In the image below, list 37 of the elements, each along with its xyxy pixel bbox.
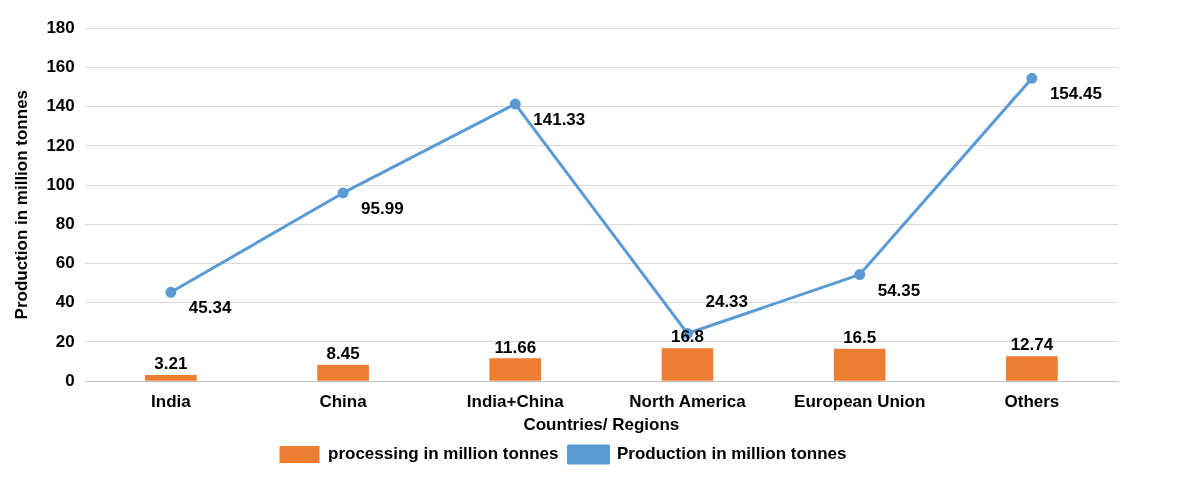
y-tick-label: 140 (46, 96, 75, 116)
data-label: 8.45 (326, 343, 360, 363)
data-label: 95.99 (361, 199, 404, 219)
y-tick-label: 60 (55, 253, 75, 273)
x-tick-label: India+China (466, 392, 565, 412)
data-label: 12.74 (1010, 335, 1054, 355)
data-label: 16.5 (843, 328, 877, 348)
x-tick-label: India (151, 392, 192, 412)
data-label: 54.35 (877, 280, 921, 300)
point (509, 98, 521, 110)
data-label: 16.8 (670, 327, 705, 347)
data-label: 141.33 (533, 110, 586, 130)
y-tick-label: 80 (55, 214, 75, 233)
y-axis-title: Production in million tonnes (11, 89, 31, 320)
legend-label: processing in million tonnes (328, 444, 559, 464)
x-tick-label: Others (1004, 392, 1060, 412)
point (854, 269, 866, 281)
y-tick-label: 0 (65, 370, 75, 390)
y-tick-label: 120 (46, 135, 75, 155)
y-tick-label: 160 (46, 57, 75, 77)
legend-label: Production in million tonnes (616, 444, 847, 464)
point (337, 187, 349, 199)
x-tick-label: European Union (794, 392, 926, 412)
y-tick-label: 40 (55, 292, 75, 312)
data-label: 3.21 (154, 354, 188, 374)
data-label: 11.66 (494, 337, 537, 357)
data-label: 154.45 (1049, 84, 1102, 104)
point (1026, 72, 1038, 84)
y-tick-label: 100 (46, 174, 75, 194)
x-tick-label: China (319, 392, 368, 412)
point (165, 286, 177, 298)
y-tick-label: 180 (46, 17, 75, 37)
data-label: 45.34 (188, 298, 232, 318)
x-axis-title: Countries/ Regions (523, 415, 680, 435)
data-label: 24.33 (705, 291, 749, 311)
y-tick-label: 20 (55, 331, 75, 351)
x-tick-label: North America (629, 392, 747, 412)
